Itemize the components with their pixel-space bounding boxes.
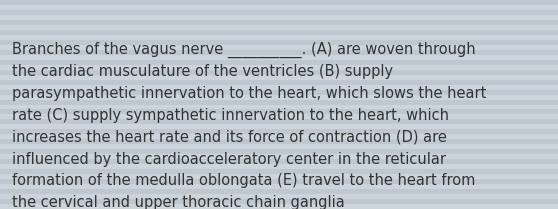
Bar [0,159,558,164]
Bar [0,204,558,209]
Text: rate (C) supply sympathetic innervation to the heart, which: rate (C) supply sympathetic innervation … [12,108,449,123]
Text: formation of the medulla oblongata (E) travel to the heart from: formation of the medulla oblongata (E) t… [12,173,475,189]
Bar [0,35,558,40]
Bar [0,0,558,5]
Bar [0,30,558,35]
Bar [0,110,558,115]
Bar [0,85,558,90]
Bar [0,184,558,189]
Bar [0,25,558,30]
Bar [0,134,558,139]
Text: the cervical and upper thoracic chain ganglia: the cervical and upper thoracic chain ga… [12,195,345,209]
Bar [0,65,558,70]
Text: Branches of the vagus nerve __________. (A) are woven through: Branches of the vagus nerve __________. … [12,42,476,58]
Bar [0,20,558,25]
Bar [0,169,558,174]
Bar [0,119,558,124]
Bar [0,129,558,134]
Bar [0,10,558,15]
Bar [0,139,558,144]
Bar [0,60,558,65]
Bar [0,189,558,194]
Bar [0,15,558,20]
Bar [0,80,558,85]
Bar [0,144,558,149]
Bar [0,55,558,60]
Bar [0,154,558,159]
Bar [0,5,558,10]
Bar [0,179,558,184]
Bar [0,199,558,204]
Bar [0,40,558,45]
Bar [0,99,558,104]
Text: parasympathetic innervation to the heart, which slows the heart: parasympathetic innervation to the heart… [12,86,487,101]
Bar [0,104,558,110]
Bar [0,124,558,129]
Text: the cardiac musculature of the ventricles (B) supply: the cardiac musculature of the ventricle… [12,64,393,79]
Bar [0,194,558,199]
Text: increases the heart rate and its force of contraction (D) are: increases the heart rate and its force o… [12,130,447,145]
Bar [0,94,558,99]
Bar [0,45,558,50]
Bar [0,149,558,154]
Bar [0,90,558,94]
Bar [0,75,558,80]
Bar [0,164,558,169]
Bar [0,115,558,119]
Text: influenced by the cardioacceleratory center in the reticular: influenced by the cardioacceleratory cen… [12,152,446,167]
Bar [0,50,558,55]
Bar [0,174,558,179]
Bar [0,70,558,75]
